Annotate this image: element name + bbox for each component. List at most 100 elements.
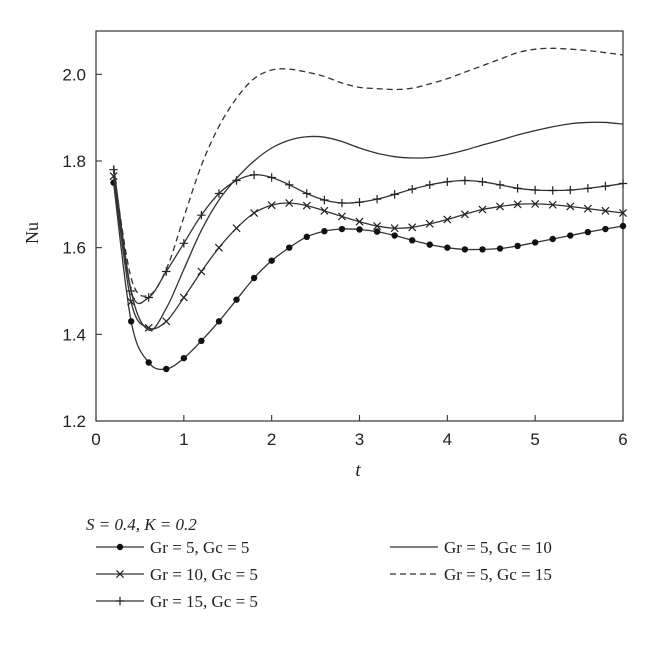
legend-label: Gr = 5, Gc = 5 <box>150 538 249 557</box>
series-layer <box>109 47 628 373</box>
data-point <box>303 233 310 241</box>
data-point <box>250 274 258 282</box>
data-point <box>321 228 328 235</box>
data-point <box>391 232 398 239</box>
legend-label: Gr = 10, Gc = 5 <box>150 565 258 584</box>
x-tick-label: 5 <box>530 430 539 449</box>
data-point <box>162 317 171 326</box>
data-point <box>514 242 521 250</box>
data-point <box>337 198 347 208</box>
data-point <box>214 189 224 198</box>
y-axis-label: Nu <box>22 222 42 244</box>
data-point <box>109 172 118 181</box>
data-point <box>549 235 556 243</box>
data-point <box>583 204 592 213</box>
x-tick-label: 0 <box>91 430 100 449</box>
series-line <box>112 169 624 305</box>
data-point <box>619 222 627 230</box>
data-point <box>356 226 363 233</box>
data-point <box>373 221 382 231</box>
data-point <box>495 180 505 190</box>
data-point <box>461 246 469 253</box>
data-point <box>443 215 452 224</box>
data-point <box>267 201 276 210</box>
data-point <box>232 224 241 233</box>
data-point <box>127 318 135 325</box>
y-tick-label: 1.6 <box>62 239 86 258</box>
data-point <box>425 219 434 228</box>
data-point <box>179 239 189 248</box>
data-point <box>444 244 451 251</box>
data-point <box>496 245 504 252</box>
data-point <box>478 177 487 186</box>
data-point <box>583 184 593 193</box>
data-point <box>355 217 364 226</box>
data-point <box>144 293 153 302</box>
data-point <box>249 170 259 180</box>
data-point <box>513 200 522 209</box>
y-axis: 1.2 1.4 1.6 1.8 2.0 <box>62 65 102 431</box>
data-point <box>215 318 223 325</box>
data-point <box>390 224 399 233</box>
data-point <box>302 189 311 198</box>
data-point <box>496 202 505 211</box>
data-point <box>337 212 346 221</box>
x-tick-label: 4 <box>443 430 452 449</box>
data-point <box>163 365 170 373</box>
data-point <box>409 237 416 244</box>
data-point <box>233 296 240 303</box>
data-point <box>443 177 452 186</box>
legend-marker <box>116 543 124 551</box>
data-point <box>338 225 346 233</box>
data-point <box>460 176 470 185</box>
legend-marker <box>115 569 125 579</box>
series-line <box>112 47 624 297</box>
legend-label: Gr = 5, Gc = 15 <box>444 565 552 584</box>
x-tick-label: 1 <box>179 430 188 449</box>
data-point <box>601 181 610 191</box>
data-point <box>320 206 329 215</box>
data-point <box>566 185 575 195</box>
data-point <box>214 243 223 252</box>
data-point <box>408 223 417 232</box>
data-point <box>513 184 522 193</box>
y-tick-label: 1.4 <box>62 325 86 344</box>
data-point <box>302 201 311 210</box>
data-point <box>390 190 399 199</box>
data-point <box>479 246 486 253</box>
data-point <box>584 228 592 236</box>
legend: S = 0.4, K = 0.2 Gr = 5, Gc = 5 Gr = 10, … <box>86 515 552 611</box>
series-line <box>112 182 624 371</box>
data-point <box>285 180 294 190</box>
data-point <box>618 179 628 188</box>
data-point <box>478 205 487 214</box>
data-point <box>197 267 206 276</box>
y-tick-label: 1.2 <box>62 412 86 431</box>
plot-frame <box>95 30 624 422</box>
data-point <box>268 257 275 264</box>
y-tick-label: 2.0 <box>62 65 86 84</box>
legend-item: Gr = 15, Gc = 5 <box>96 592 258 611</box>
data-point <box>426 241 433 248</box>
data-point <box>320 195 329 205</box>
data-point <box>408 184 417 194</box>
legend-item: Gr = 5, Gc = 5 <box>96 538 249 557</box>
series-3 <box>109 165 628 305</box>
data-point <box>145 359 152 366</box>
data-point <box>548 200 557 209</box>
data-point <box>602 225 609 233</box>
series-4 <box>112 121 624 331</box>
legend-item: Gr = 5, Gc = 10 <box>390 538 552 557</box>
series-2 <box>109 172 628 332</box>
data-point <box>372 194 382 204</box>
legend-label: Gr = 5, Gc = 10 <box>444 538 552 557</box>
series-5 <box>112 47 624 297</box>
data-point <box>250 208 259 218</box>
x-tick-label: 2 <box>267 430 276 449</box>
data-point <box>373 228 381 235</box>
data-point <box>548 186 557 195</box>
x-axis: 0 1 2 3 4 5 6 <box>91 415 628 449</box>
legend-item: Gr = 5, Gc = 15 <box>390 565 552 584</box>
data-point <box>285 199 294 208</box>
